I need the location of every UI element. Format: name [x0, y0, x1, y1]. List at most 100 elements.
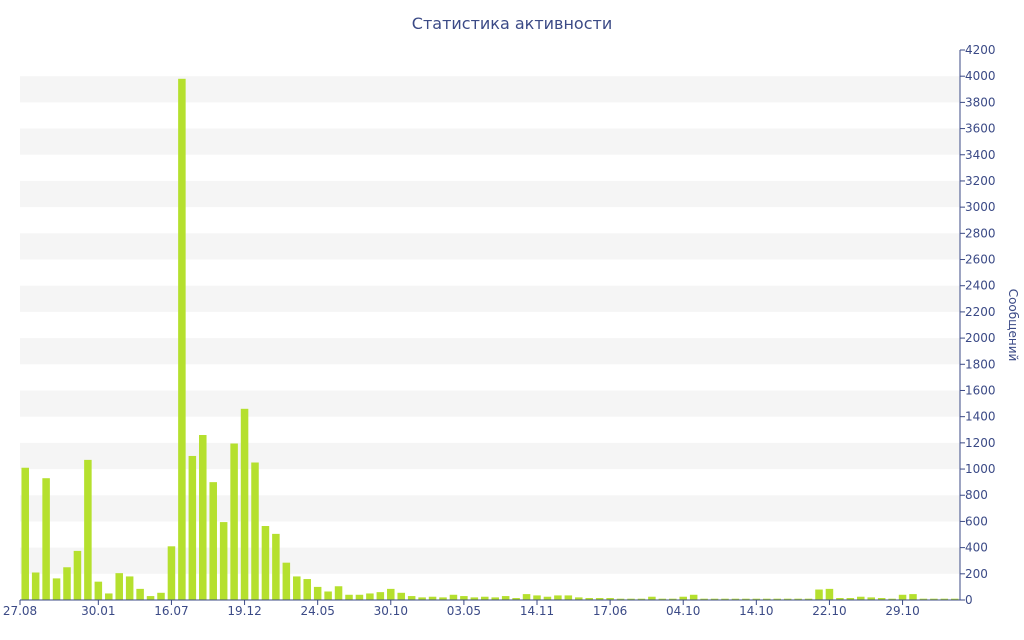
- bar: [334, 586, 343, 600]
- x-tick-label: 27.08: [3, 604, 37, 618]
- bar: [533, 595, 541, 600]
- bar: [752, 598, 761, 600]
- bar: [543, 596, 552, 600]
- bar: [522, 594, 531, 600]
- bar: [293, 576, 301, 600]
- bar: [428, 596, 437, 600]
- x-tick-label: 14.11: [520, 604, 554, 618]
- y-tick-label: 2200: [965, 305, 996, 319]
- bar: [387, 588, 395, 600]
- bar: [199, 435, 207, 600]
- bar: [919, 598, 928, 600]
- y-tick-label: 1800: [965, 357, 996, 371]
- bar: [481, 596, 489, 600]
- bar: [167, 546, 176, 600]
- y-tick-label: 2800: [965, 226, 996, 240]
- bar: [763, 598, 771, 600]
- grid-bands: [20, 76, 960, 574]
- y-tick-label: 2600: [965, 253, 996, 267]
- bar: [188, 455, 197, 600]
- bar: [251, 462, 259, 600]
- y-tick-label: 2400: [965, 279, 996, 293]
- bar: [282, 562, 291, 600]
- grid-band: [20, 390, 960, 417]
- bar: [794, 598, 802, 600]
- bar: [867, 597, 875, 600]
- bar: [146, 596, 155, 600]
- y-tick-label: 3600: [965, 122, 996, 136]
- grid-band: [20, 547, 960, 574]
- bar: [846, 598, 855, 600]
- bar: [31, 572, 40, 600]
- bar: [418, 597, 426, 600]
- bar: [940, 598, 949, 600]
- y-axis-label: Сообщений: [1006, 289, 1020, 362]
- bar: [178, 78, 186, 601]
- bar: [689, 594, 698, 600]
- bar: [909, 594, 917, 600]
- bar: [84, 459, 92, 600]
- bar: [345, 594, 353, 600]
- x-tick-label: 19.12: [227, 604, 261, 618]
- bar: [888, 598, 896, 600]
- bar: [407, 596, 416, 600]
- bar: [21, 467, 29, 600]
- x-tick-label: 30.10: [374, 604, 408, 618]
- bar: [627, 598, 635, 600]
- bar: [439, 597, 447, 600]
- bar: [564, 595, 573, 600]
- bar: [42, 478, 50, 600]
- y-tick-label: 4000: [965, 69, 996, 83]
- bar: [658, 598, 667, 600]
- bar: [595, 598, 604, 600]
- bars: [21, 78, 959, 601]
- y-tick-label: 800: [965, 488, 988, 502]
- grid-band: [20, 76, 960, 103]
- grid-band: [20, 233, 960, 260]
- bar: [877, 598, 886, 600]
- bar: [460, 596, 468, 600]
- y-tick-label: 3200: [965, 174, 996, 188]
- bar: [136, 588, 144, 600]
- y-tick-label: 4200: [965, 43, 996, 57]
- bar: [783, 598, 792, 600]
- bar: [700, 598, 708, 600]
- grid-band: [20, 495, 960, 522]
- bar: [63, 567, 71, 600]
- x-tick-label: 03.05: [447, 604, 481, 618]
- bar: [397, 592, 405, 600]
- bar: [951, 598, 959, 600]
- y-tick-label: 1200: [965, 436, 996, 450]
- bar: [710, 598, 719, 600]
- bar: [898, 594, 907, 600]
- bar: [815, 589, 823, 600]
- y-tick-label: 0: [965, 593, 973, 607]
- bar: [825, 588, 834, 600]
- y-tick-label: 200: [965, 567, 988, 581]
- bar: [669, 598, 677, 600]
- bar: [313, 586, 322, 600]
- bar: [679, 596, 687, 600]
- bar: [376, 592, 385, 600]
- bar: [449, 594, 458, 600]
- bar: [616, 598, 625, 600]
- bar: [836, 598, 844, 600]
- bar: [501, 596, 510, 600]
- bar: [272, 533, 280, 600]
- x-tick-label: 17.06: [593, 604, 627, 618]
- bar: [585, 598, 593, 600]
- bar: [637, 598, 646, 600]
- bar: [731, 598, 740, 600]
- bar: [470, 597, 479, 600]
- bar: [261, 526, 270, 600]
- bar: [512, 598, 520, 600]
- bar: [575, 597, 583, 600]
- y-tick-label: 1000: [965, 462, 996, 476]
- bar: [648, 596, 656, 600]
- bar: [115, 573, 123, 600]
- bar: [930, 598, 938, 600]
- grid-band: [20, 285, 960, 312]
- y-tick-label: 1600: [965, 383, 996, 397]
